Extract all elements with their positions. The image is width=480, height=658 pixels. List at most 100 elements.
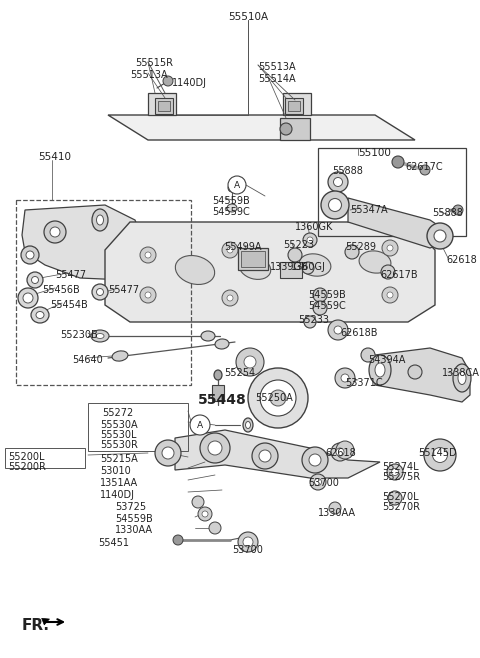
- Circle shape: [222, 290, 238, 306]
- Text: 54559B: 54559B: [212, 196, 250, 206]
- Text: 1360GJ: 1360GJ: [291, 262, 326, 272]
- Ellipse shape: [369, 355, 391, 385]
- Text: 55274L: 55274L: [382, 462, 419, 472]
- Text: 55530R: 55530R: [100, 440, 138, 450]
- Polygon shape: [348, 198, 445, 248]
- Circle shape: [381, 265, 395, 279]
- Ellipse shape: [314, 478, 322, 486]
- Ellipse shape: [162, 447, 174, 459]
- Bar: [158, 101, 170, 111]
- Bar: [238, 248, 268, 270]
- Ellipse shape: [27, 272, 43, 288]
- Text: 1140DJ: 1140DJ: [100, 490, 135, 500]
- Circle shape: [173, 535, 183, 545]
- Polygon shape: [108, 115, 415, 140]
- Ellipse shape: [309, 454, 321, 466]
- Ellipse shape: [424, 439, 456, 471]
- Text: 55477: 55477: [108, 285, 139, 295]
- Ellipse shape: [259, 450, 271, 462]
- Ellipse shape: [321, 191, 349, 219]
- Circle shape: [361, 348, 375, 362]
- Circle shape: [307, 237, 313, 243]
- Text: 55513A: 55513A: [258, 62, 296, 72]
- Circle shape: [453, 205, 463, 215]
- Text: 62618: 62618: [325, 448, 356, 458]
- Text: 53700: 53700: [308, 478, 339, 488]
- Ellipse shape: [23, 293, 33, 303]
- Circle shape: [198, 507, 212, 521]
- Text: 62618B: 62618B: [340, 328, 377, 338]
- Circle shape: [304, 316, 316, 328]
- Bar: [155, 98, 173, 114]
- Circle shape: [420, 165, 430, 175]
- Circle shape: [303, 233, 317, 247]
- Text: 55510A: 55510A: [228, 12, 268, 22]
- Circle shape: [140, 247, 156, 263]
- Circle shape: [236, 348, 264, 376]
- Circle shape: [145, 252, 151, 258]
- Polygon shape: [105, 222, 435, 322]
- Circle shape: [145, 292, 151, 298]
- Text: 1140DJ: 1140DJ: [172, 78, 207, 88]
- Text: 54559B: 54559B: [115, 514, 153, 524]
- Text: 55100: 55100: [358, 148, 391, 158]
- Ellipse shape: [201, 331, 215, 341]
- Text: 55233: 55233: [298, 315, 329, 325]
- Circle shape: [336, 441, 354, 459]
- Ellipse shape: [96, 215, 104, 225]
- Text: 53371C: 53371C: [345, 378, 383, 388]
- Circle shape: [329, 502, 341, 514]
- Text: 55270L: 55270L: [382, 492, 419, 502]
- Bar: [280, 262, 302, 278]
- Ellipse shape: [453, 364, 471, 392]
- Ellipse shape: [18, 288, 38, 308]
- Ellipse shape: [388, 491, 402, 505]
- Text: 1339GB: 1339GB: [270, 262, 309, 272]
- Ellipse shape: [21, 246, 39, 264]
- Circle shape: [313, 288, 327, 302]
- Ellipse shape: [32, 276, 38, 284]
- Ellipse shape: [299, 254, 331, 276]
- Circle shape: [328, 320, 348, 340]
- Text: 1330AA: 1330AA: [318, 508, 356, 518]
- Circle shape: [192, 496, 204, 508]
- Ellipse shape: [243, 418, 253, 432]
- Ellipse shape: [36, 311, 44, 318]
- Ellipse shape: [96, 334, 104, 338]
- Ellipse shape: [336, 448, 344, 456]
- Text: 55499A: 55499A: [224, 242, 262, 252]
- Text: 55456B: 55456B: [42, 285, 80, 295]
- Text: 53700: 53700: [232, 545, 263, 555]
- Circle shape: [387, 292, 393, 298]
- Text: 53010: 53010: [100, 466, 131, 476]
- Text: 62617B: 62617B: [380, 270, 418, 280]
- Text: 62617C: 62617C: [405, 162, 443, 172]
- Circle shape: [392, 156, 404, 168]
- Bar: [285, 98, 303, 114]
- Circle shape: [238, 532, 258, 552]
- Ellipse shape: [387, 464, 403, 480]
- Ellipse shape: [458, 372, 466, 384]
- Ellipse shape: [50, 227, 60, 237]
- Ellipse shape: [26, 251, 34, 259]
- Text: 55347A: 55347A: [350, 205, 388, 215]
- Circle shape: [190, 415, 210, 435]
- Ellipse shape: [302, 447, 328, 473]
- Ellipse shape: [334, 178, 343, 186]
- Ellipse shape: [92, 284, 108, 300]
- Circle shape: [313, 301, 327, 315]
- Text: 55200L: 55200L: [8, 452, 45, 462]
- Circle shape: [222, 242, 238, 258]
- Text: FR.: FR.: [22, 618, 50, 633]
- Text: 55514A: 55514A: [258, 74, 296, 84]
- Text: 55513A: 55513A: [130, 70, 168, 80]
- Text: 54559C: 54559C: [212, 207, 250, 217]
- Bar: [16, 200, 191, 385]
- Circle shape: [209, 522, 221, 534]
- Bar: [212, 385, 224, 401]
- Text: 1351AA: 1351AA: [100, 478, 138, 488]
- Ellipse shape: [112, 351, 128, 361]
- Ellipse shape: [215, 339, 229, 349]
- Circle shape: [202, 511, 208, 517]
- Circle shape: [341, 374, 349, 382]
